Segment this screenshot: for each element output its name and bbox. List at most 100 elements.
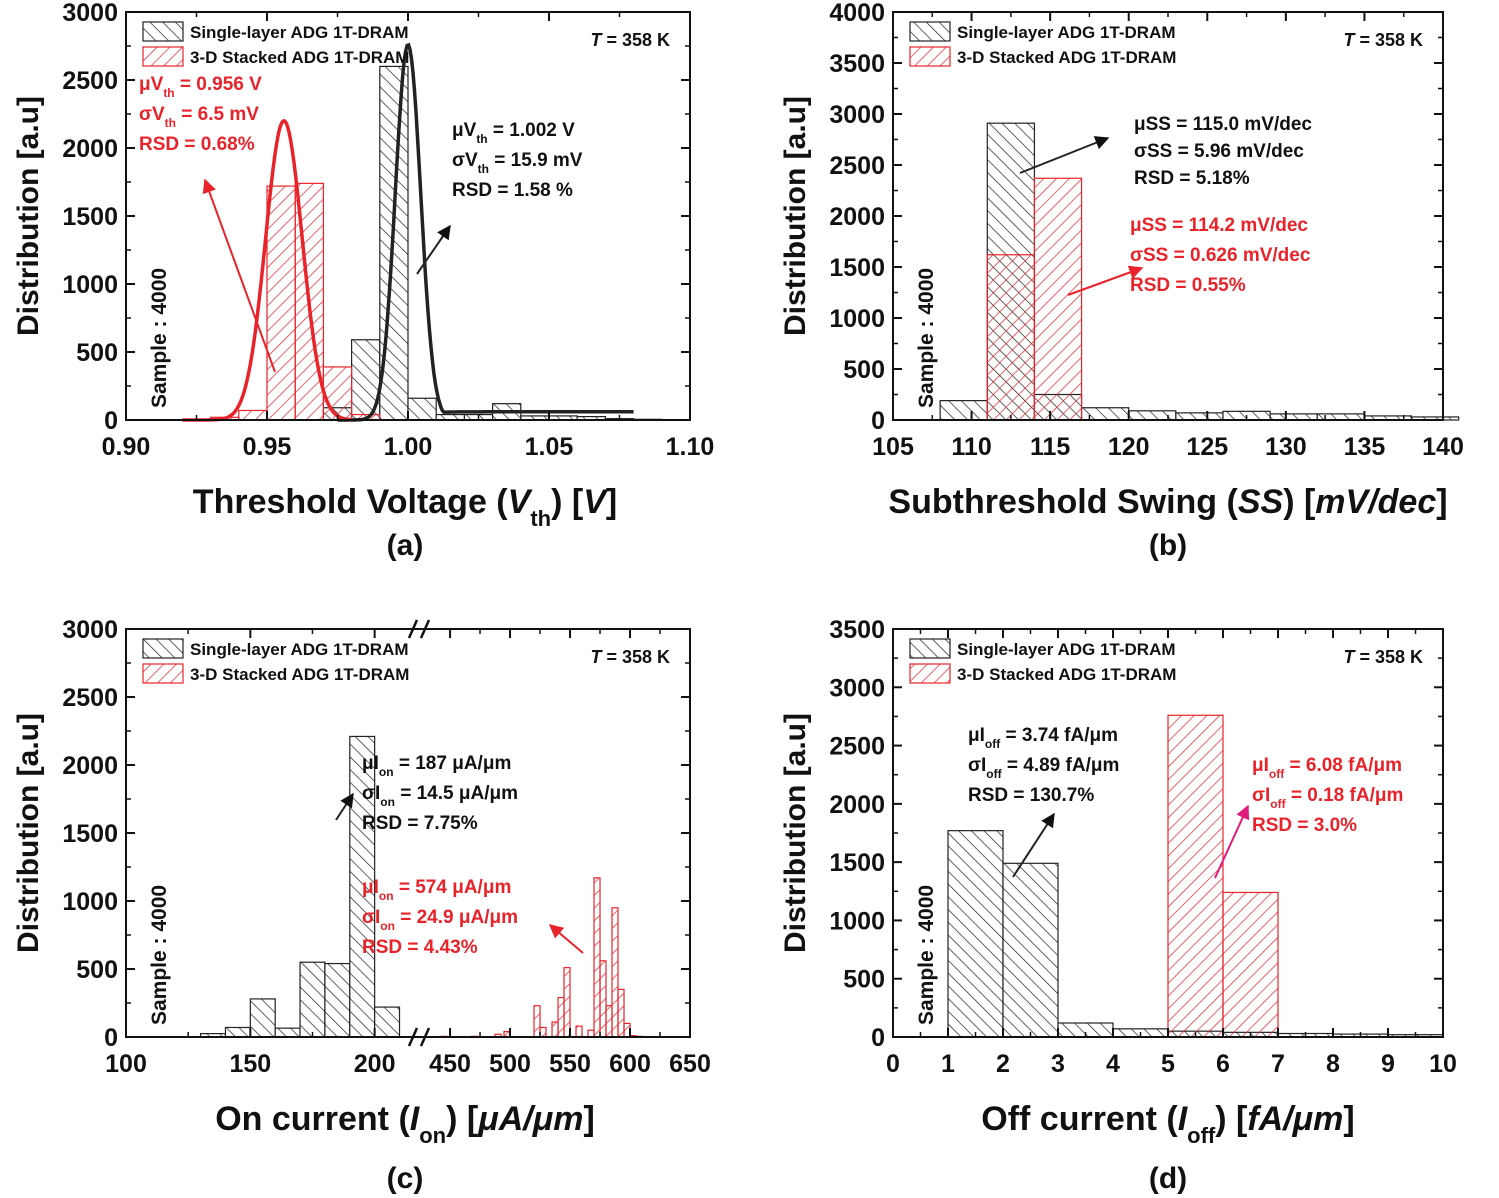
x-tick-label: 650 [669,1050,711,1078]
x-axis: 105 110 115 120 125 130 135 140 [872,12,1464,461]
x-tick-label: 10 [1429,1050,1457,1078]
stats-annotation-stacked: μIoff = 6.08 fA/μm σIoff = 0.18 fA/μm RSD … [1214,755,1403,879]
panel-d-off-current: 0 500 1000 1500 2000 2500 3000 3500 0 1 2 3 4 5 6 7 8 9 10… [779,616,1457,1195]
x-tick-label: 8 [1326,1050,1340,1078]
x-tick-label: 3 [1051,1050,1065,1078]
y-tick-label: 0 [104,1024,118,1052]
y-tick-label: 0 [871,1024,885,1052]
x-tick-label: 140 [1422,433,1464,461]
temperature-label: T = 358 K [590,30,670,50]
bar-stacked [1222,891,1279,1038]
bar-single-layer [374,1006,401,1038]
bar-stacked [322,366,353,421]
x-tick-label: 100 [105,1050,147,1078]
temperature-label: T = 358 K [590,647,670,667]
legend: Single-layer ADG 1T-DRAM 3-D Stacked ADG … [142,21,409,67]
stats-annotation-stacked: μIon = 574 μA/μm σIon = 24.9 μA/μm RSD = 4… [362,877,584,958]
stats-line: μIoff = 6.08 fA/μm [1252,755,1402,781]
legend-swatch-stacked [909,663,951,684]
histogram-bars [210,65,663,421]
temperature-label: T = 358 K [1343,30,1423,50]
y-tick-label: 2500 [62,67,118,95]
x-tick-label: 0 [886,1050,900,1078]
stats-line: μIon = 187 μA/μm [362,753,511,779]
annotation-arrow [1012,812,1055,878]
y-tick-label: 1500 [62,203,118,231]
legend-label: 3-D Stacked ADG 1T-DRAM [957,48,1176,67]
bar-single-layer [939,400,988,421]
panel-caption: (a) [387,529,424,562]
stats-line: μIon = 574 μA/μm [362,877,511,903]
y-tick-label: 2000 [829,203,885,231]
y-tick-label: 1000 [829,305,885,333]
panel-caption: (c) [387,1162,424,1195]
y-tick-label: 0 [104,407,118,435]
bar-stacked [593,877,601,1038]
stats-line: σIon = 24.9 μA/μm [362,907,518,933]
x-tick-label: 4 [1106,1050,1120,1078]
bar-single-layer [947,830,1004,1038]
stats-line: σIoff = 4.89 fA/μm [968,755,1119,781]
sample-count-label: Sample : 4000 [148,885,171,1025]
bar-stacked [587,1029,595,1038]
y-axis-label: Distribution [a.u] [12,713,45,953]
x-tick-label: 125 [1186,433,1228,461]
stats-line: RSD = 0.55% [1130,275,1246,296]
x-tick-label: 1.00 [384,433,433,461]
bar-stacked [605,1005,613,1038]
y-tick-label: 500 [843,966,885,994]
legend-swatch-stacked [142,663,184,684]
y-tick-label: 500 [843,356,885,384]
stats-line: RSD = 5.18% [1134,168,1250,189]
x-axis: 0 1 2 3 4 5 6 7 8 9 10 [886,629,1457,1078]
stats-line: σIon = 14.5 μA/μm [362,783,518,809]
x-tick-label: 2 [996,1050,1010,1078]
legend: Single-layer ADG 1T-DRAM 3-D Stacked ADG … [909,638,1176,684]
legend-label: Single-layer ADG 1T-DRAM [190,23,409,42]
x-tick-label: 5 [1161,1050,1175,1078]
stats-line: σSS = 0.626 mV/dec [1130,245,1311,266]
y-tick-label: 2000 [62,135,118,163]
x-tick-label: 9 [1381,1050,1395,1078]
legend-swatch-stacked [142,46,184,67]
x-tick-label: 450 [429,1050,471,1078]
y-axis: 0 500 1000 1500 2000 2500 3000 [62,616,690,1052]
y-tick-label: 2500 [829,733,885,761]
x-tick-label: 1 [941,1050,955,1078]
x-tick-label: 150 [229,1050,271,1078]
x-axis: 0.90 0.95 1.00 1.05 1.10 [102,12,714,461]
y-tick-label: 2000 [62,752,118,780]
bar-single-layer [1175,412,1224,421]
legend-swatch-single-layer [909,21,951,42]
annotation-arrow [416,224,451,275]
bar-single-layer [249,998,276,1038]
x-tick-label: 6 [1216,1050,1230,1078]
panel-a-threshold-voltage: 0 500 1000 1500 2000 2500 3000 0.90 0.95 1.00 1.05… [12,0,714,562]
legend-label: 3-D Stacked ADG 1T-DRAM [190,48,409,67]
sample-count-label: Sample : 4000 [148,268,171,408]
stats-line: μVth = 0.956 V [139,74,262,100]
legend-label: Single-layer ADG 1T-DRAM [957,23,1176,42]
y-tick-label: 2000 [829,791,885,819]
stats-annotation-stacked: μVth = 0.956 V σVth = 6.5 mV RSD = 0.68% [139,74,276,373]
bar-single-layer [1002,862,1059,1038]
sample-count-label: Sample : 4000 [915,885,938,1025]
y-tick-label: 3000 [829,674,885,702]
gaussian-fit-single-layer [337,42,634,422]
stats-line: RSD = 1.58 % [452,180,573,201]
y-tick-label: 2500 [829,152,885,180]
y-tick-label: 1500 [829,254,885,282]
bar-stacked [551,1021,559,1038]
y-axis-label: Distribution [a.u] [12,96,45,336]
stats-line: RSD = 130.7% [968,785,1094,806]
x-tick-label: 7 [1271,1050,1285,1078]
bar-stacked [575,1025,583,1038]
bar-single-layer [224,1026,251,1038]
x-axis-label: Off current (Ioff) [fA/μm] [981,1100,1354,1148]
x-tick-label: 135 [1344,433,1386,461]
legend-swatch-stacked [909,46,951,67]
stats-line: RSD = 7.75% [362,813,478,834]
x-tick-label: 110 [951,433,991,461]
bar-stacked [611,907,619,1038]
annotation-arrow [202,178,276,373]
